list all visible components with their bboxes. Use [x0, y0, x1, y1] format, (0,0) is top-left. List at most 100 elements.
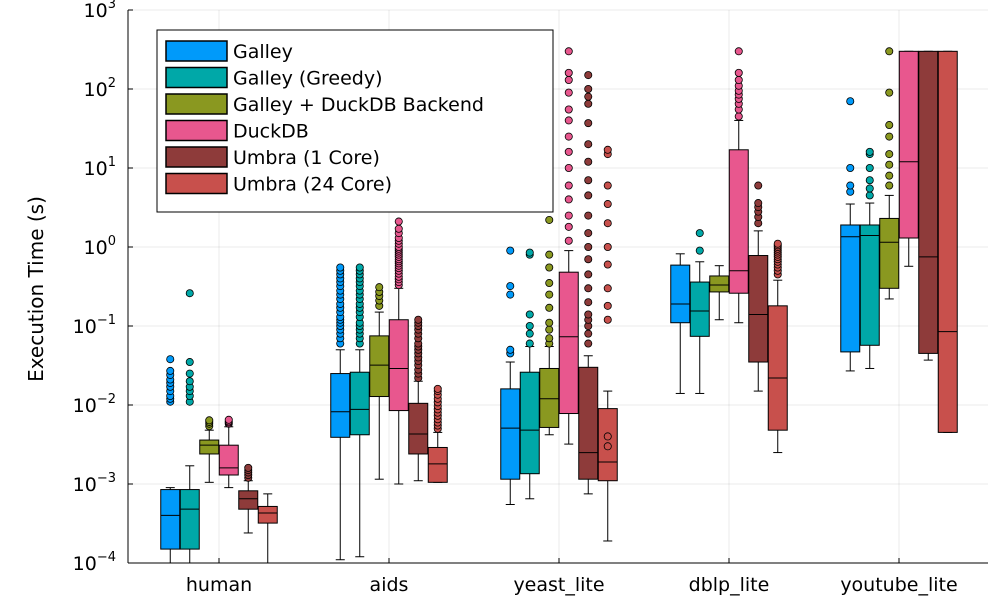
- series-umbra-24-core: [257, 50, 958, 564]
- box-youtube_lite: [879, 47, 900, 300]
- box-iqr: [519, 371, 540, 475]
- x-tick-label-youtube_lite: youtube_lite: [840, 574, 957, 596]
- outlier-point: [244, 463, 253, 472]
- outlier-point: [564, 88, 573, 97]
- outlier-point: [846, 181, 855, 190]
- box-youtube_lite: [840, 97, 861, 372]
- box-iqr: [199, 439, 220, 455]
- outlier-point: [603, 315, 612, 324]
- outlier-point: [603, 284, 612, 293]
- outlier-point: [885, 160, 894, 169]
- box-iqr: [898, 50, 919, 239]
- outlier-point: [846, 163, 855, 172]
- outlier-point: [185, 358, 194, 367]
- outlier-point: [564, 181, 573, 190]
- box-aids: [349, 263, 370, 558]
- outlier-point: [564, 68, 573, 77]
- y-tick-label: 10−3: [73, 471, 116, 496]
- series-duckdb: [218, 47, 919, 489]
- outlier-point: [584, 284, 593, 293]
- outlier-point: [603, 200, 612, 209]
- outlier-point: [525, 329, 534, 338]
- box-iqr: [728, 149, 749, 294]
- outlier-point: [545, 303, 554, 312]
- y-axis-title: Execution Time (s): [24, 196, 48, 382]
- box-iqr: [500, 388, 521, 480]
- legend-swatch: [165, 40, 228, 62]
- outlier-point: [375, 283, 384, 292]
- legend-swatch: [165, 172, 228, 195]
- outlier-point: [336, 263, 345, 272]
- box-dblp_lite: [767, 239, 788, 454]
- outlier-point: [394, 224, 403, 233]
- box-iqr: [879, 217, 900, 289]
- y-tick-label: 101: [84, 155, 116, 180]
- outlier-point: [564, 116, 573, 125]
- box-iqr: [179, 489, 200, 550]
- box-iqr: [218, 444, 239, 476]
- box-plot-series: [160, 47, 958, 564]
- box-youtube_lite: [898, 50, 919, 267]
- outlier-point: [885, 181, 894, 190]
- outlier-point: [584, 71, 593, 80]
- outlier-point: [734, 112, 743, 121]
- outlier-point: [433, 384, 442, 393]
- box-iqr: [578, 366, 599, 480]
- box-dblp_lite: [748, 181, 769, 392]
- legend-item: Galley: [165, 40, 293, 63]
- outlier-point: [865, 147, 874, 156]
- legend-label: Umbra (24 Core): [233, 174, 392, 196]
- outlier-point: [525, 339, 534, 348]
- outlier-point: [584, 329, 593, 338]
- outlier-point: [545, 290, 554, 299]
- box-iqr: [709, 275, 730, 293]
- box-iqr: [859, 224, 880, 346]
- outlier-point: [885, 47, 894, 56]
- outlier-point: [506, 290, 515, 299]
- box-human: [160, 355, 181, 564]
- box-iqr: [349, 371, 370, 436]
- box-iqr: [160, 489, 181, 550]
- y-tick-label: 10−1: [73, 313, 116, 338]
- outlier-point: [564, 105, 573, 114]
- outlier-point: [584, 85, 593, 94]
- outlier-point: [865, 184, 874, 193]
- outlier-point: [584, 339, 593, 348]
- outlier-point: [564, 222, 573, 231]
- outlier-point: [754, 199, 763, 208]
- y-tick-labels: 10−4 10−3 10−2 10−1 100 101 102 103: [73, 0, 133, 575]
- outlier-point: [205, 416, 214, 425]
- box-iqr: [558, 271, 579, 415]
- outlier-point: [584, 242, 593, 251]
- box-dblp_lite: [670, 253, 691, 394]
- outlier-point: [584, 119, 593, 128]
- legend-label: Galley: [233, 41, 293, 63]
- box-human: [257, 493, 278, 564]
- x-tick-label-human: human: [186, 574, 252, 596]
- outlier-point: [603, 432, 612, 441]
- outlier-point: [394, 217, 403, 226]
- outlier-point: [414, 315, 423, 324]
- outlier-point: [525, 310, 534, 319]
- legend-swatch: [165, 93, 228, 115]
- outlier-point: [185, 377, 194, 386]
- outlier-point: [185, 369, 194, 378]
- outlier-point: [584, 92, 593, 101]
- outlier-point: [885, 171, 894, 180]
- outlier-point: [224, 415, 233, 424]
- outlier-point: [885, 150, 894, 159]
- y-tick-label: 10−2: [73, 392, 116, 417]
- outlier-point: [564, 75, 573, 84]
- outlier-point: [545, 318, 554, 327]
- outlier-point: [564, 147, 573, 156]
- outlier-point: [355, 263, 364, 272]
- box-youtube_lite: [859, 147, 880, 369]
- box-iqr: [427, 446, 448, 483]
- box-iqr: [937, 50, 958, 433]
- box-iqr: [748, 255, 769, 363]
- outlier-point: [545, 334, 554, 343]
- outlier-point: [506, 345, 515, 354]
- box-aids: [388, 217, 409, 485]
- legend-item: Umbra (24 Core): [165, 172, 392, 196]
